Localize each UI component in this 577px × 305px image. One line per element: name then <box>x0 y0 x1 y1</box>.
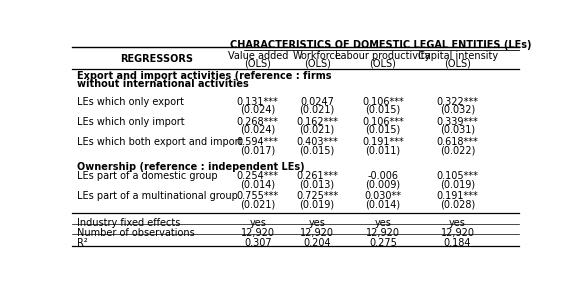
Text: (0.013): (0.013) <box>299 179 335 189</box>
Text: (0.019): (0.019) <box>299 199 335 209</box>
Text: CHARACTERISTICS OF DOMESTIC LEGAL ENTITIES (LEs): CHARACTERISTICS OF DOMESTIC LEGAL ENTITI… <box>230 41 531 50</box>
Text: Industry fixed effects: Industry fixed effects <box>77 217 181 228</box>
Text: 0.322***: 0.322*** <box>437 97 478 107</box>
Text: Value added: Value added <box>227 51 288 61</box>
Text: (0.019): (0.019) <box>440 179 475 189</box>
Text: 0.275: 0.275 <box>369 238 397 248</box>
Text: (OLS): (OLS) <box>304 59 331 69</box>
Text: -0.006: -0.006 <box>368 171 398 181</box>
Text: 0.725***: 0.725*** <box>296 191 338 201</box>
Text: LEs part of a domestic group: LEs part of a domestic group <box>77 171 218 181</box>
Text: 0.162***: 0.162*** <box>296 117 338 127</box>
Text: LEs which only export: LEs which only export <box>77 97 185 107</box>
Text: (0.011): (0.011) <box>365 145 400 155</box>
Text: yes: yes <box>249 217 266 228</box>
Text: 0.0247: 0.0247 <box>300 97 334 107</box>
Text: 0.106***: 0.106*** <box>362 97 404 107</box>
Text: 0.618***: 0.618*** <box>437 137 478 147</box>
Text: (0.021): (0.021) <box>299 104 335 114</box>
Text: 0.106***: 0.106*** <box>362 117 404 127</box>
Text: 0.030**: 0.030** <box>365 191 402 201</box>
Text: 12,920: 12,920 <box>441 228 475 238</box>
Text: 0.131***: 0.131*** <box>237 97 279 107</box>
Text: 0.191***: 0.191*** <box>362 137 404 147</box>
Text: (0.021): (0.021) <box>299 124 335 135</box>
Text: Number of observations: Number of observations <box>77 228 195 238</box>
Text: 0.204: 0.204 <box>304 238 331 248</box>
Text: 0.261***: 0.261*** <box>296 171 338 181</box>
Text: 0.307: 0.307 <box>244 238 272 248</box>
Text: (0.028): (0.028) <box>440 199 475 209</box>
Text: (OLS): (OLS) <box>444 59 471 69</box>
Text: (0.017): (0.017) <box>240 145 275 155</box>
Text: (0.021): (0.021) <box>240 199 275 209</box>
Text: 0.268***: 0.268*** <box>237 117 279 127</box>
Text: 0.184: 0.184 <box>444 238 471 248</box>
Text: LEs which only import: LEs which only import <box>77 117 185 127</box>
Text: (OLS): (OLS) <box>244 59 271 69</box>
Text: (0.014): (0.014) <box>240 179 275 189</box>
Text: (0.022): (0.022) <box>440 145 475 155</box>
Text: (0.024): (0.024) <box>240 104 275 114</box>
Text: R²: R² <box>77 238 88 248</box>
Text: Ownership (reference : independent LEs): Ownership (reference : independent LEs) <box>77 162 305 172</box>
Text: 12,920: 12,920 <box>366 228 400 238</box>
Text: 0.105***: 0.105*** <box>437 171 478 181</box>
Text: 0.339***: 0.339*** <box>437 117 478 127</box>
Text: (0.015): (0.015) <box>299 145 335 155</box>
Text: 0.254***: 0.254*** <box>237 171 279 181</box>
Text: (OLS): (OLS) <box>369 59 396 69</box>
Text: Labour productivity: Labour productivity <box>335 51 430 61</box>
Text: Export and import activities (reference : firms: Export and import activities (reference … <box>77 71 332 81</box>
Text: REGRESSORS: REGRESSORS <box>121 54 194 63</box>
Text: yes: yes <box>309 217 325 228</box>
Text: Capital intensity: Capital intensity <box>418 51 497 61</box>
Text: 12,920: 12,920 <box>241 228 275 238</box>
Text: (0.015): (0.015) <box>365 124 400 135</box>
Text: yes: yes <box>449 217 466 228</box>
Text: 0.191***: 0.191*** <box>437 191 478 201</box>
Text: Workforce: Workforce <box>293 51 342 61</box>
Text: 12,920: 12,920 <box>300 228 334 238</box>
Text: (0.031): (0.031) <box>440 124 475 135</box>
Text: (0.009): (0.009) <box>365 179 400 189</box>
Text: (0.032): (0.032) <box>440 104 475 114</box>
Text: 0.594***: 0.594*** <box>237 137 279 147</box>
Text: 0.403***: 0.403*** <box>297 137 338 147</box>
Text: without international activities: without international activities <box>77 79 249 89</box>
Text: (0.024): (0.024) <box>240 124 275 135</box>
Text: (0.015): (0.015) <box>365 104 400 114</box>
Text: LEs which both export and import: LEs which both export and import <box>77 137 243 147</box>
Text: 0.755***: 0.755*** <box>237 191 279 201</box>
Text: (0.014): (0.014) <box>365 199 400 209</box>
Text: yes: yes <box>374 217 391 228</box>
Text: LEs part of a multinational group: LEs part of a multinational group <box>77 191 238 201</box>
